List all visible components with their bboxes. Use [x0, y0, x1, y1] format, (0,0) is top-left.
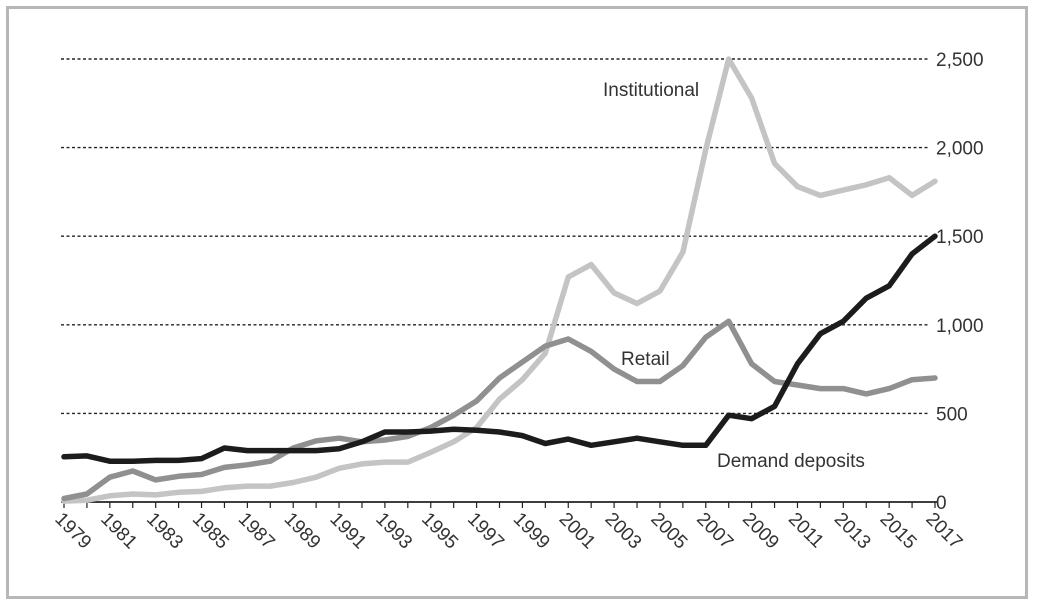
- x-tick-label: 2001: [555, 509, 600, 554]
- x-tick-label: 2007: [692, 509, 737, 554]
- x-axis-labels: 1979 1981 1983 1985 1987 1989 1991 1993 1995 1997…: [50, 509, 966, 554]
- x-axis: [61, 501, 937, 508]
- series-label-retail: Retail: [621, 349, 670, 370]
- x-tick-label: 1999: [509, 509, 554, 554]
- x-tick-label: 1987: [234, 509, 279, 554]
- series-label-demand-deposits: Demand deposits: [717, 451, 865, 472]
- x-tick-label: 1993: [371, 509, 416, 554]
- series-lines: [61, 56, 938, 504]
- x-tick-label: 1979: [50, 509, 95, 554]
- y-tick-label: 2,000: [936, 139, 984, 160]
- x-tick-label: 1997: [463, 509, 508, 554]
- y-axis-labels: 0 500 1,000 1,500 2,000 2,500: [936, 50, 984, 514]
- x-tick-label: 1981: [96, 509, 141, 554]
- x-tick-label: 2003: [601, 509, 646, 554]
- series-line-demand-deposits: [61, 233, 938, 464]
- x-tick-label: 2011: [784, 509, 828, 553]
- x-tick-label: 1991: [326, 509, 371, 554]
- x-tick-label: 1989: [280, 509, 325, 554]
- x-tick-label: 2013: [830, 509, 875, 554]
- x-tick-label: 1983: [142, 509, 187, 554]
- x-tick-label: 2015: [876, 509, 921, 554]
- x-tick-label: 1995: [417, 509, 462, 554]
- chart-frame: 0 500 1,000 1,500 2,000 2,500 1979 1981 1983 198…: [6, 6, 1028, 599]
- y-tick-label: 1,000: [936, 316, 984, 337]
- y-tick-label: 1,500: [936, 227, 984, 248]
- series-line-institutional: [61, 56, 938, 504]
- y-tick-label: 2,500: [936, 50, 984, 71]
- x-tick-label: 2009: [738, 509, 783, 554]
- series-labels: Institutional Retail Demand deposits: [603, 80, 865, 472]
- gridlines: [61, 58, 929, 415]
- y-tick-label: 500: [936, 404, 968, 425]
- x-tick-label: 2005: [646, 509, 691, 554]
- y-tick-label: 0: [936, 493, 947, 514]
- series-label-institutional: Institutional: [603, 80, 699, 101]
- x-tick-label: 1985: [188, 509, 233, 554]
- series-line-retail: [61, 318, 938, 502]
- x-tick-label: 2017: [921, 509, 966, 554]
